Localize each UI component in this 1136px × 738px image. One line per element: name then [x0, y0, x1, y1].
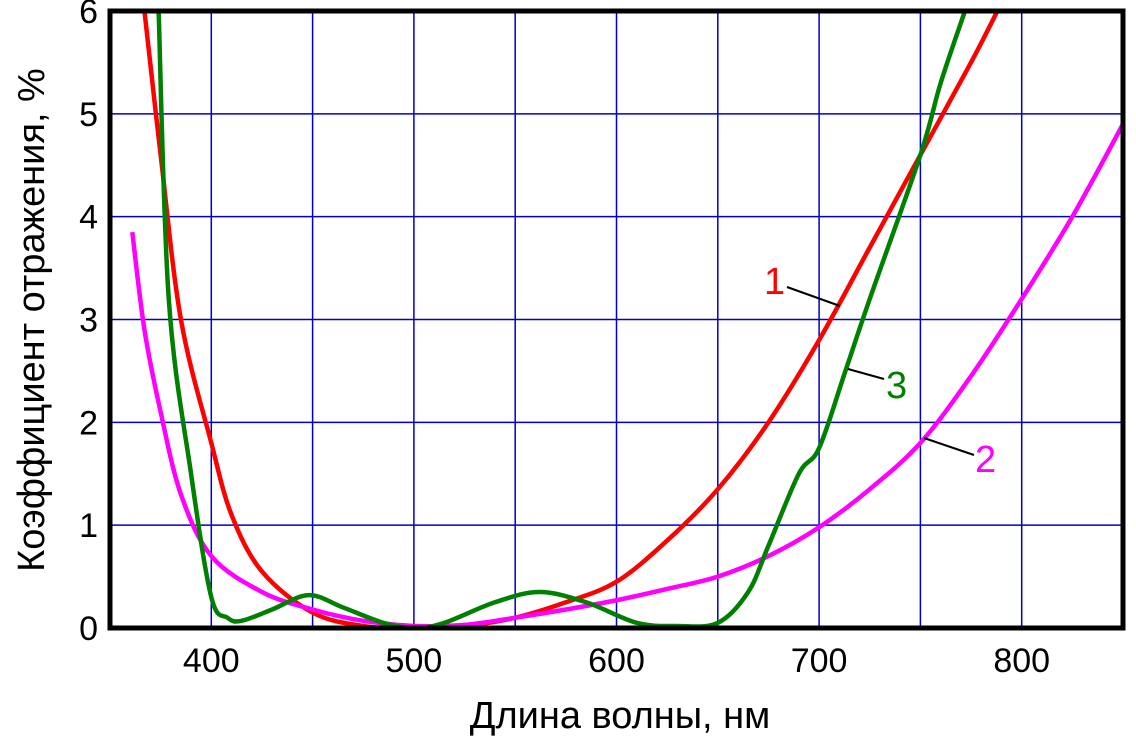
x-axis-label: Длина волны, нм [470, 695, 771, 737]
y-tick-label: 5 [79, 96, 98, 134]
x-tick-label: 400 [183, 642, 240, 680]
curve-3 [156, 10, 968, 628]
leader-line-2 [923, 437, 975, 456]
y-axis-label: Коэффициент отражения, % [11, 68, 53, 572]
y-tick-label: 4 [79, 199, 98, 237]
curve-labels: 1 3 2 [764, 261, 996, 481]
tick-labels: 400 500 600 700 800 0 1 2 3 4 5 6 [79, 0, 1050, 680]
x-tick-label: 600 [588, 642, 645, 680]
curve-label-1: 1 [764, 261, 785, 303]
leader-line-1 [786, 286, 841, 307]
x-tick-label: 800 [993, 642, 1050, 680]
x-tick-label: 700 [791, 642, 848, 680]
y-tick-label: 3 [79, 302, 98, 340]
curve-label-3: 3 [886, 365, 907, 407]
y-tick-label: 2 [79, 404, 98, 442]
x-tick-label: 500 [386, 642, 443, 680]
leader-line-3 [847, 368, 885, 380]
plot-frame [107, 8, 1126, 631]
curve-2 [130, 123, 1123, 628]
y-tick-label: 0 [79, 610, 98, 648]
y-tick-label: 6 [79, 0, 98, 31]
y-tick-label: 1 [79, 507, 98, 545]
curves [130, 9, 1123, 628]
grid [110, 11, 1123, 628]
curve-label-2: 2 [975, 439, 996, 481]
